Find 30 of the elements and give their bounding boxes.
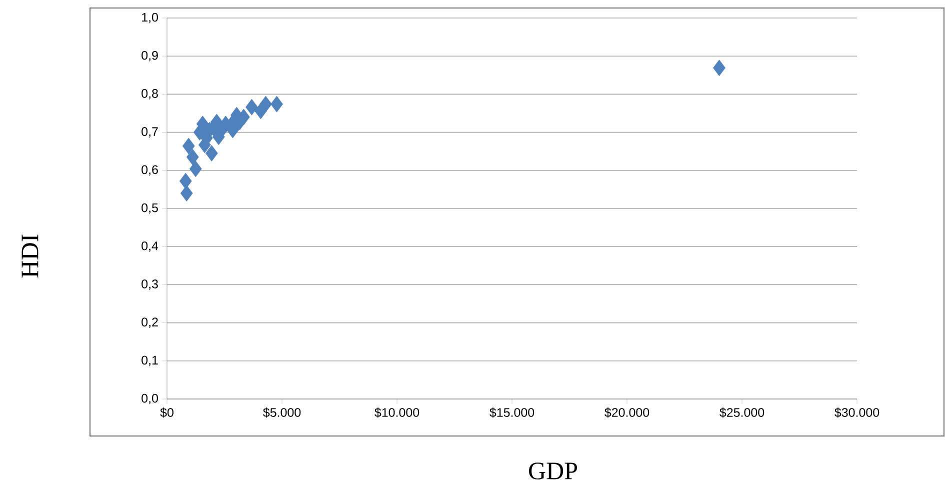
point	[182, 138, 195, 154]
y-tick-label: 0,5	[142, 203, 158, 214]
y-tick-label: 1,0	[142, 12, 158, 24]
x-tick-label: $10.000	[374, 408, 420, 418]
point	[713, 60, 726, 76]
x-tick-label: $25.000	[720, 408, 764, 418]
x-tick-label: $0	[160, 408, 174, 418]
point	[260, 96, 272, 112]
x-axis-title: GDP	[529, 462, 578, 480]
point	[270, 96, 283, 112]
x-tick-label: $30.000	[834, 408, 880, 418]
y-tick-label: 0,9	[142, 50, 158, 62]
y-tick-label: 0,6	[142, 165, 158, 176]
point	[179, 172, 192, 190]
y-axis-title: HDI	[22, 234, 38, 278]
x-tick-label: $20.000	[604, 408, 650, 418]
x-tick-label: $5.000	[263, 408, 301, 418]
point	[180, 185, 193, 202]
point	[246, 98, 258, 116]
y-tick-label: 0,1	[142, 356, 158, 366]
y-tick-label: 0,3	[142, 280, 158, 290]
y-tick-label: 0,4	[142, 241, 158, 252]
y-tick-label: 0,7	[142, 127, 158, 138]
point	[189, 160, 202, 178]
y-tick-label: 0,8	[142, 89, 158, 100]
x-tick-label: $15.000	[490, 408, 534, 418]
point	[205, 145, 218, 162]
point	[186, 148, 199, 166]
y-tick-label: 0,2	[142, 318, 158, 328]
y-tick-label: 0,0	[142, 394, 158, 404]
